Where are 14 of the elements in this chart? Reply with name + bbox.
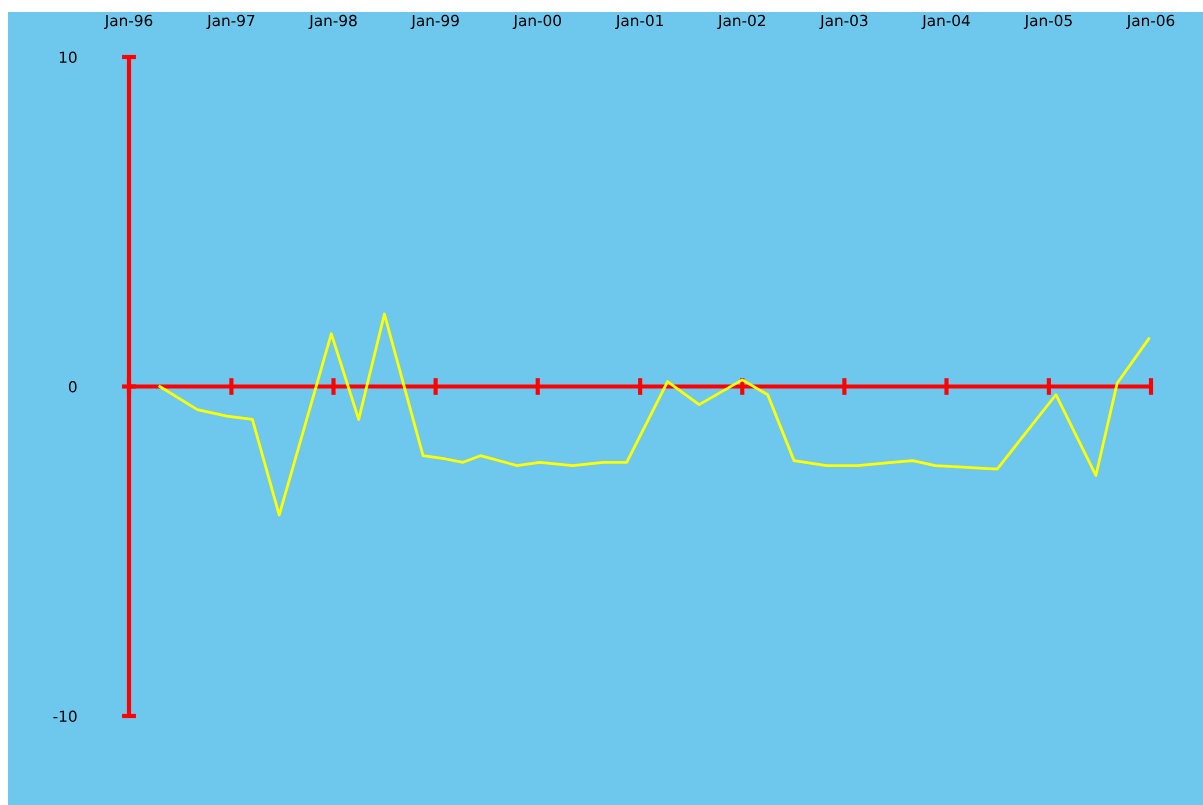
- x-tick-label: Jan-00: [512, 14, 561, 30]
- x-tick-label: Jan-02: [717, 14, 765, 30]
- x-tick-label: Jan-97: [206, 14, 255, 30]
- x-tick-label: Jan-99: [410, 14, 459, 30]
- x-tick-label: Jan-06: [1125, 14, 1175, 30]
- x-tick-label: Jan-01: [615, 14, 663, 30]
- y-tick-label: 10: [59, 51, 77, 64]
- x-tick-label: Jan-03: [819, 14, 868, 30]
- x-tick-label: Jan-05: [1023, 14, 1072, 30]
- x-tick-label: Jan-96: [103, 14, 153, 30]
- y-tick-label: 0: [68, 380, 77, 393]
- x-tick-label: Jan-04: [921, 14, 970, 30]
- y-tick-label: -10: [53, 710, 77, 723]
- x-tick-label: Jan-98: [308, 14, 357, 30]
